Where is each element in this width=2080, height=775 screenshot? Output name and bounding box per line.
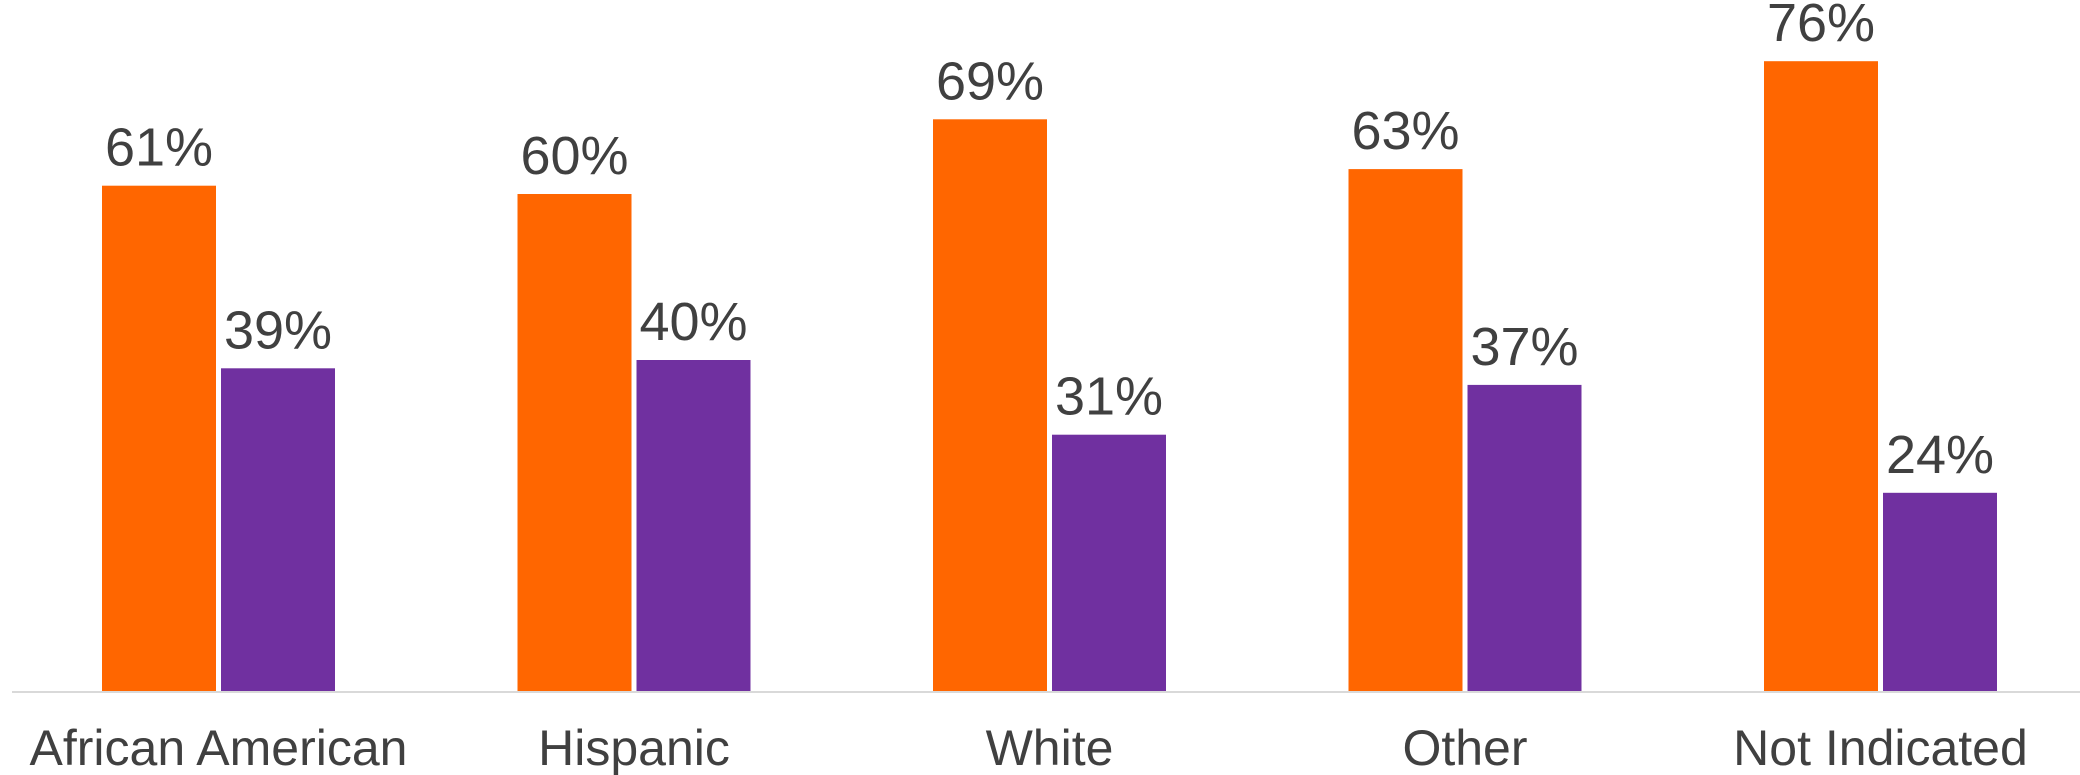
data-label-series-1-category-4: 63% <box>1351 101 1459 161</box>
data-label-series-2-category-5: 24% <box>1886 425 1994 485</box>
data-label-series-1-category-1: 61% <box>105 118 213 178</box>
bar-series-1-category-1 <box>102 185 216 692</box>
bar-series-2-category-4 <box>1467 384 1582 692</box>
bar-series-1-category-2 <box>517 194 632 692</box>
x-tick-label-1: African American <box>30 720 408 775</box>
bar-series-1-category-3 <box>933 119 1047 693</box>
x-tick-label-5: Not Indicated <box>1733 720 2028 775</box>
bar-series-2-category-2 <box>636 360 751 692</box>
bar-series-2-category-1 <box>221 368 335 692</box>
data-label-series-1-category-2: 60% <box>520 126 628 186</box>
bar-series-1-category-5 <box>1764 61 1878 692</box>
data-label-series-1-category-5: 76% <box>1767 0 1875 53</box>
data-label-series-2-category-2: 40% <box>639 292 747 352</box>
data-labels-group: 61% 39% 60% 40% 69% 31% 63% 37% 76% 24% <box>105 0 1994 485</box>
bars-group <box>102 61 1997 693</box>
data-label-series-2-category-3: 31% <box>1055 367 1163 427</box>
x-tick-label-4: Other <box>1402 720 1527 775</box>
bar-series-2-category-3 <box>1052 434 1166 692</box>
data-label-series-1-category-3: 69% <box>936 51 1044 111</box>
data-label-series-2-category-4: 37% <box>1470 317 1578 377</box>
x-tick-label-2: Hispanic <box>538 720 730 775</box>
x-tick-labels-group: African American Hispanic White Other Not In… <box>30 720 2028 775</box>
x-tick-label-3: White <box>986 720 1114 775</box>
bar-series-1-category-4 <box>1348 169 1463 693</box>
bar-series-2-category-5 <box>1883 492 1997 692</box>
data-label-series-2-category-1: 39% <box>224 300 332 360</box>
